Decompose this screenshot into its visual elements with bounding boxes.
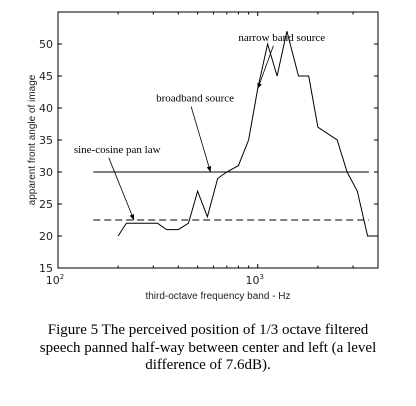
annotation-label-2: broadband source <box>156 93 234 105</box>
chart: 15 20 25 30 35 40 45 50 102 103 narrow band sourc… <box>27 11 379 302</box>
figure-caption: Figure 5 The perceived position of 1/3 o… <box>0 322 416 375</box>
y-axis-label: apparent front angle of image <box>27 74 38 205</box>
annotations: narrow band source broadband source sine-c… <box>74 32 325 221</box>
annotation-arrow-3 <box>108 157 135 221</box>
y-tick-label: 25 <box>39 198 53 211</box>
y-tick-label: 20 <box>39 230 53 243</box>
y-tick-label: 30 <box>39 166 53 179</box>
annotation-arrowhead-3 <box>129 214 134 220</box>
annotation-label-1: narrow band source <box>238 32 325 44</box>
y-tick-label: 40 <box>39 102 53 115</box>
caption-line-2: speech panned half-way between center an… <box>39 339 377 356</box>
y-tick-label: 35 <box>39 134 53 147</box>
caption-line-1: Figure 5 The perceived position of 1/3 o… <box>47 322 369 338</box>
annotation-arrowhead-1 <box>257 82 262 89</box>
plot-frame <box>57 11 379 269</box>
y-tick-label: 45 <box>39 70 53 83</box>
annotation-arrowhead-2 <box>206 166 212 172</box>
series <box>93 31 378 237</box>
x-axis-label: third-octave frequency band - Hz <box>145 291 290 302</box>
caption-line-3: difference of 7.6dB). <box>145 357 271 373</box>
annotation-arrow-1 <box>257 45 274 89</box>
x-tick-label: 102 <box>46 273 64 287</box>
annotation-label-3: sine-cosine pan law <box>74 144 161 156</box>
series-line-1 <box>117 31 378 237</box>
y-tick-label: 15 <box>39 262 53 275</box>
x-tick-label: 103 <box>246 273 264 287</box>
ticks: 15 20 25 30 35 40 45 50 102 103 <box>39 12 379 287</box>
annotation-arrow-2 <box>190 106 211 173</box>
y-tick-label: 50 <box>39 38 53 51</box>
